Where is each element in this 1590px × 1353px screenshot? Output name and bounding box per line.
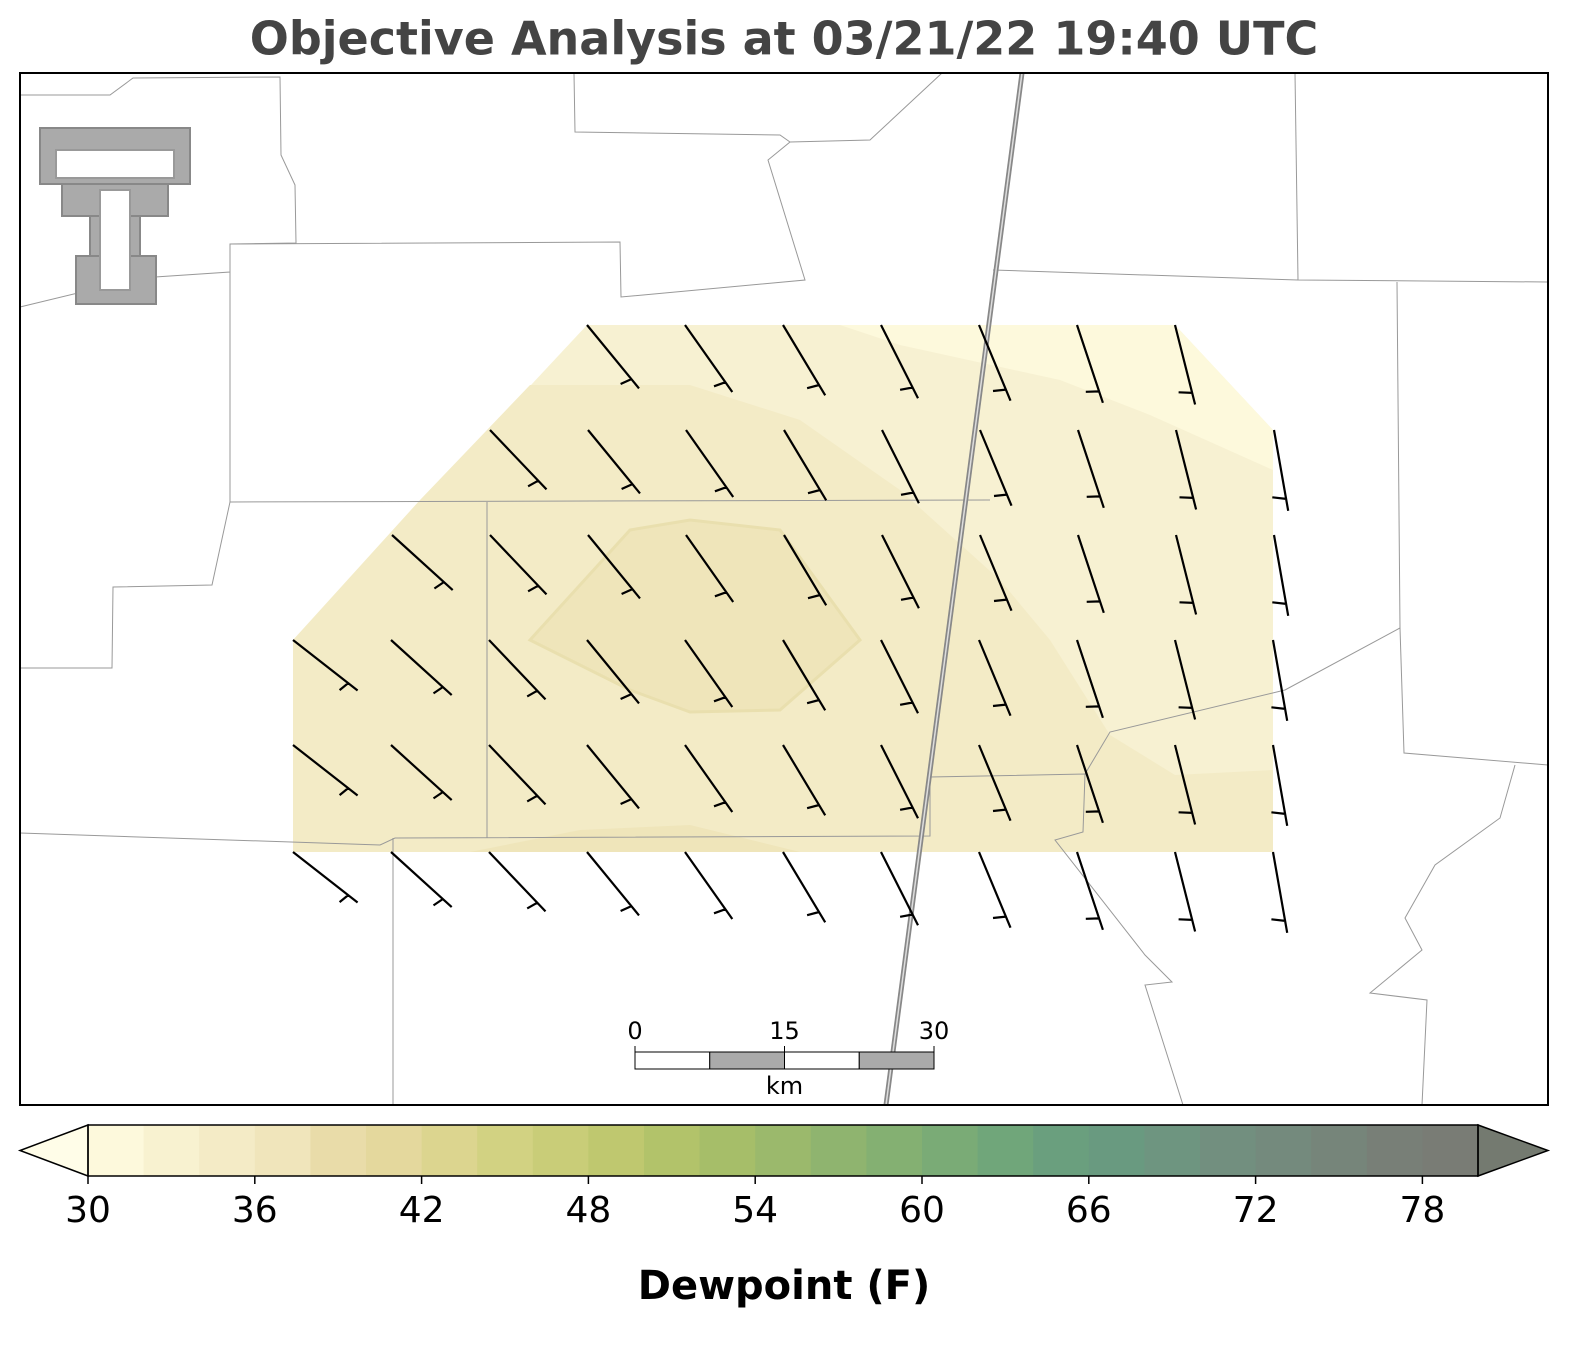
title: Objective Analysis at 03/21/22 19:40 UTC	[250, 12, 1319, 66]
colorbar-bin	[755, 1125, 812, 1176]
colorbar-extend-low	[17, 1123, 89, 1178]
scale-label: 0	[627, 1017, 642, 1045]
colorbar-tick-label: 60	[899, 1190, 945, 1231]
colorbar-frame	[87, 1124, 1479, 1177]
colorbar-tick-label: 66	[1066, 1190, 1112, 1231]
scale-label: 30	[919, 1017, 950, 1045]
colorbar-bin	[1311, 1125, 1368, 1176]
colorbar-bin	[699, 1125, 756, 1176]
scale-segment	[858, 1051, 935, 1070]
wind-barbs	[292, 324, 1290, 933]
colorbar-bin	[310, 1125, 367, 1176]
colorbar-bin	[810, 1125, 867, 1176]
colorbar-bin	[1366, 1125, 1423, 1176]
scale-segment	[634, 1051, 711, 1070]
scale-unit: km	[766, 1072, 803, 1100]
scale-segment	[709, 1051, 785, 1070]
colorbar-bin	[1422, 1125, 1479, 1176]
barb-set	[292, 324, 1290, 933]
colorbar-tick-label: 54	[732, 1190, 778, 1231]
colorbar-bin	[1144, 1125, 1201, 1176]
colorbar-bin	[644, 1125, 701, 1176]
colorbar-bin	[366, 1125, 423, 1176]
colorbar-bin	[254, 1125, 311, 1176]
colorbar-bin	[866, 1125, 923, 1176]
colorbar-tick-label: 36	[232, 1190, 278, 1231]
map-frame	[19, 72, 1549, 1106]
colorbar-bin	[922, 1125, 979, 1176]
colorbar-bin	[477, 1125, 534, 1176]
colorbar-bin	[588, 1125, 645, 1176]
highway	[883, 72, 1025, 1106]
colorbar-tick-label: 42	[399, 1190, 445, 1231]
colorbar: 30 36 42 48 54 60 66 72 78	[17, 1123, 1551, 1231]
colorbar-bin	[88, 1125, 145, 1176]
colorbar-bin	[1200, 1125, 1257, 1176]
contours	[293, 325, 1273, 852]
colorbar-bin	[421, 1125, 478, 1176]
colorbar-bin	[977, 1125, 1034, 1176]
colorbar-bin	[532, 1125, 589, 1176]
colorbar-label: Dewpoint (F)	[638, 1263, 931, 1309]
colorbar-bin	[1255, 1125, 1312, 1176]
colorbar-bin	[1088, 1125, 1145, 1176]
colorbar-bin	[143, 1125, 200, 1176]
colorbar-extend-high	[1477, 1123, 1551, 1178]
colorbar-bin	[1033, 1125, 1090, 1176]
colorbar-bin	[199, 1125, 256, 1176]
colorbar-tick-label: 72	[1233, 1190, 1279, 1231]
scale-label: 15	[769, 1017, 800, 1045]
colorbar-tick-label: 30	[65, 1190, 111, 1231]
scale-segment	[784, 1051, 860, 1070]
logo	[39, 127, 191, 305]
boundaries	[19, 72, 1549, 1106]
colorbar-tick-label: 78	[1399, 1190, 1445, 1231]
scale-bar: 0 15 30 km	[627, 1017, 949, 1100]
colorbar-tick-label: 48	[565, 1190, 611, 1231]
